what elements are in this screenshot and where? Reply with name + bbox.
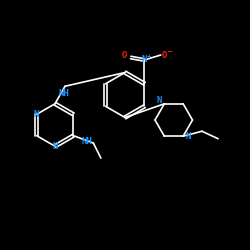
Text: NH: NH [82,138,92,146]
Text: N: N [52,142,58,151]
Text: O: O [162,50,167,59]
Text: N: N [186,132,191,141]
Text: −: − [168,47,172,56]
Text: N: N [34,110,39,119]
Text: NH: NH [58,89,69,98]
Text: O: O [122,50,127,59]
Text: N: N [142,56,147,64]
Text: N: N [157,96,162,104]
Text: +: + [147,52,151,59]
